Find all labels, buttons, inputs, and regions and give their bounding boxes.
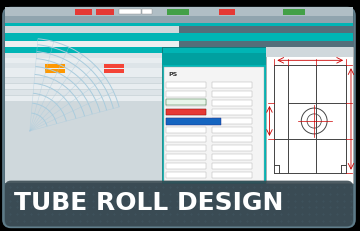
Bar xyxy=(212,82,252,88)
Bar xyxy=(5,90,162,95)
Bar xyxy=(5,15,353,23)
Bar xyxy=(5,23,353,25)
Bar xyxy=(166,109,206,115)
Bar xyxy=(5,84,162,89)
Bar xyxy=(104,69,124,73)
Bar xyxy=(5,56,353,183)
Bar xyxy=(166,145,206,151)
Bar xyxy=(5,7,353,15)
Bar xyxy=(167,9,189,15)
Bar xyxy=(212,118,252,124)
Bar xyxy=(162,53,266,65)
Bar xyxy=(212,154,252,160)
Bar xyxy=(5,96,162,101)
Bar xyxy=(5,78,162,83)
Bar xyxy=(162,47,266,183)
Bar xyxy=(212,100,252,106)
Bar xyxy=(5,41,179,47)
Bar xyxy=(5,58,162,63)
Bar xyxy=(212,172,252,178)
Bar xyxy=(212,91,252,97)
Bar xyxy=(45,69,65,73)
Bar xyxy=(212,136,252,142)
Bar xyxy=(166,127,206,133)
Bar xyxy=(166,82,206,88)
Bar xyxy=(5,47,162,183)
Bar xyxy=(119,9,141,14)
Bar xyxy=(166,100,206,106)
Bar xyxy=(212,163,252,169)
Bar xyxy=(166,118,206,124)
Bar xyxy=(166,172,206,178)
Bar xyxy=(45,64,65,68)
Bar xyxy=(166,163,206,169)
Bar xyxy=(212,109,252,115)
Bar xyxy=(142,9,152,14)
Bar xyxy=(166,136,206,142)
Bar xyxy=(75,9,93,15)
Bar xyxy=(164,67,265,181)
FancyBboxPatch shape xyxy=(5,181,353,226)
Bar xyxy=(219,9,235,15)
Bar xyxy=(5,53,162,58)
Bar xyxy=(212,145,252,151)
Bar xyxy=(166,99,206,105)
Bar xyxy=(5,47,162,53)
Bar xyxy=(266,47,353,57)
Text: TUBE ROLL DESIGN: TUBE ROLL DESIGN xyxy=(14,191,283,215)
Bar xyxy=(166,118,221,125)
Text: PS: PS xyxy=(168,72,177,77)
Bar xyxy=(266,47,353,183)
Bar xyxy=(166,154,206,160)
Bar xyxy=(5,72,162,77)
Bar xyxy=(5,63,162,68)
Bar xyxy=(96,9,114,15)
Bar xyxy=(104,64,124,68)
Bar xyxy=(283,9,305,15)
Bar xyxy=(5,25,179,33)
Bar xyxy=(5,33,353,41)
Bar xyxy=(166,109,206,115)
Bar xyxy=(5,68,162,73)
Bar xyxy=(212,127,252,133)
Bar xyxy=(166,91,206,97)
FancyBboxPatch shape xyxy=(3,8,355,227)
